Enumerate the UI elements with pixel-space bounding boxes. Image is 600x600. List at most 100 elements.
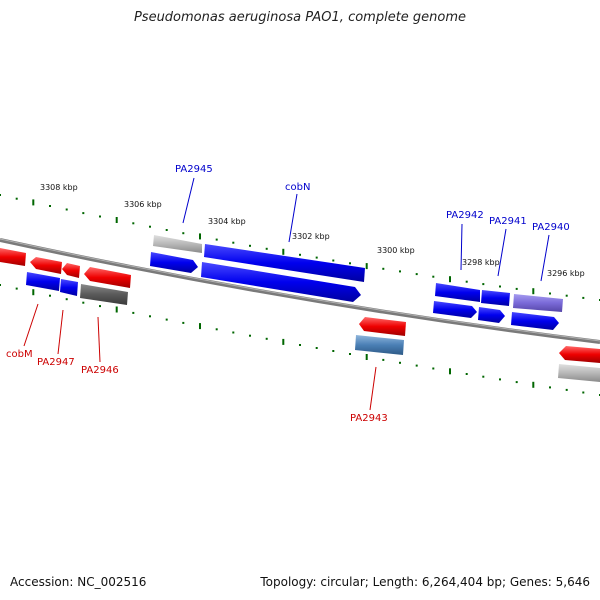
inner-track-tick <box>82 301 85 304</box>
outer-track-tick <box>232 241 235 244</box>
inner-track-tick <box>249 334 251 337</box>
gene-feature-cobM[interactable] <box>0 248 26 266</box>
inner-track-tick <box>115 306 118 313</box>
scale-label-3296: 3296 kbp <box>547 269 585 278</box>
outer-track-tick <box>82 212 85 215</box>
reverse-row <box>0 248 600 382</box>
scale-label-3304: 3304 kbp <box>208 217 246 226</box>
inner-track-tick <box>149 315 151 318</box>
inner-track-tick <box>515 381 518 384</box>
outer-tick-track <box>0 194 600 301</box>
inner-track-tick <box>415 364 418 367</box>
gene-feature-PA2947[interactable] <box>30 257 62 274</box>
gene-feature-cobN[interactable] <box>201 262 361 302</box>
gene-label-cobM[interactable]: cobM <box>6 349 33 360</box>
outer-track-tick <box>415 273 418 276</box>
gene-feature-steel[interactable] <box>355 335 404 355</box>
outer-track-tick <box>282 248 285 255</box>
outer-track-tick <box>332 259 335 262</box>
gene-feature-PA2941[interactable] <box>481 290 510 306</box>
gene-label-PA2945[interactable]: PA2945 <box>175 164 213 175</box>
gene-feature-red-right[interactable] <box>559 346 600 363</box>
inner-track-tick <box>165 318 168 321</box>
accession-text: Accession: NC_002516 <box>10 575 147 589</box>
scale-label-3306: 3306 kbp <box>124 200 162 209</box>
outer-track-tick <box>32 199 35 206</box>
outer-track-tick <box>149 225 151 228</box>
outer-track-tick <box>365 263 368 270</box>
gene-feature-PA2941-inner[interactable] <box>478 307 505 323</box>
inner-tick-track <box>0 284 600 396</box>
gene-feature-blue-rev[interactable] <box>26 272 60 291</box>
gene-label-PA2947[interactable]: PA2947 <box>37 357 75 368</box>
gene-label-PA2946[interactable]: PA2946 <box>81 365 119 376</box>
gene-feature-PA2943[interactable] <box>359 317 406 336</box>
gene-feature-PA2945[interactable] <box>150 252 198 273</box>
inner-track-tick <box>0 284 1 286</box>
outer-track-tick <box>465 280 468 283</box>
inner-track-tick <box>265 337 268 340</box>
gene-feature-gray-right[interactable] <box>558 364 600 382</box>
outer-track-tick <box>182 232 185 235</box>
outer-track-tick <box>432 275 435 278</box>
inner-track-tick <box>32 289 35 296</box>
inner-track-tick <box>282 338 285 345</box>
inner-track-tick <box>49 294 51 297</box>
gene-feature-PA2946[interactable] <box>62 263 80 278</box>
gene-label-PA2943[interactable]: PA2943 <box>350 413 388 424</box>
outer-track-tick <box>565 294 568 297</box>
outer-track-tick <box>49 205 51 207</box>
gene-feature-red-3[interactable] <box>84 267 131 288</box>
outer-track-tick <box>249 244 251 247</box>
genome-backbone <box>0 238 600 344</box>
outer-track-tick <box>482 283 485 286</box>
forward-row-outer <box>153 235 563 312</box>
outer-track-tick <box>349 262 351 265</box>
inner-track-tick <box>482 375 485 378</box>
inner-track-tick <box>349 353 351 355</box>
outer-track-tick <box>299 253 301 256</box>
gene-label-PA2942[interactable]: PA2942 <box>446 210 484 221</box>
inner-track-tick <box>315 347 318 349</box>
outer-track-tick <box>115 217 118 223</box>
map-title: Pseudomonas aeruginosa PAO1, complete ge… <box>133 10 467 25</box>
gene-label-cobN[interactable]: cobN <box>285 182 310 193</box>
outer-track-tick <box>382 267 385 270</box>
outer-track-tick <box>65 208 68 211</box>
inner-track-tick <box>449 368 451 375</box>
gene-feature-PA2940-inner[interactable] <box>511 312 559 330</box>
inner-track-tick <box>299 344 301 346</box>
gene-feature-PA2940[interactable] <box>513 294 563 312</box>
inner-track-tick <box>215 328 218 331</box>
gene-label-PA2940[interactable]: PA2940 <box>532 222 570 233</box>
scale-label-3300: 3300 kbp <box>377 246 415 255</box>
gene-feature-dark[interactable] <box>80 284 128 305</box>
outer-track-tick <box>549 292 551 295</box>
leader-lines <box>23 177 550 411</box>
gene-feature-cobN-outer[interactable] <box>204 244 365 282</box>
scale-label-3308: 3308 kbp <box>40 183 78 192</box>
outer-track-tick <box>532 288 535 295</box>
inner-track-tick <box>15 287 18 290</box>
inner-track-tick <box>432 367 435 370</box>
inner-track-tick <box>532 381 535 388</box>
inner-track-tick <box>199 323 201 330</box>
inner-track-tick <box>99 305 101 308</box>
inner-track-tick <box>582 391 585 394</box>
inner-track-tick <box>382 358 385 361</box>
inner-track-tick <box>465 373 468 375</box>
outer-track-tick <box>265 247 268 250</box>
gene-label-PA2941[interactable]: PA2941 <box>489 216 527 227</box>
inner-track-tick <box>65 298 68 301</box>
outer-track-tick <box>165 229 168 231</box>
outer-track-tick <box>132 222 135 225</box>
gene-feature-PA2942[interactable] <box>435 283 480 302</box>
gene-feature-blue-rev-2[interactable] <box>60 279 78 296</box>
inner-track-tick <box>365 354 368 360</box>
inner-track-tick <box>565 388 568 391</box>
outer-track-tick <box>15 197 18 200</box>
gene-feature-PA2942-inner[interactable] <box>433 301 477 318</box>
gene-feature-gray[interactable] <box>153 235 202 253</box>
outer-track-tick <box>215 238 218 241</box>
